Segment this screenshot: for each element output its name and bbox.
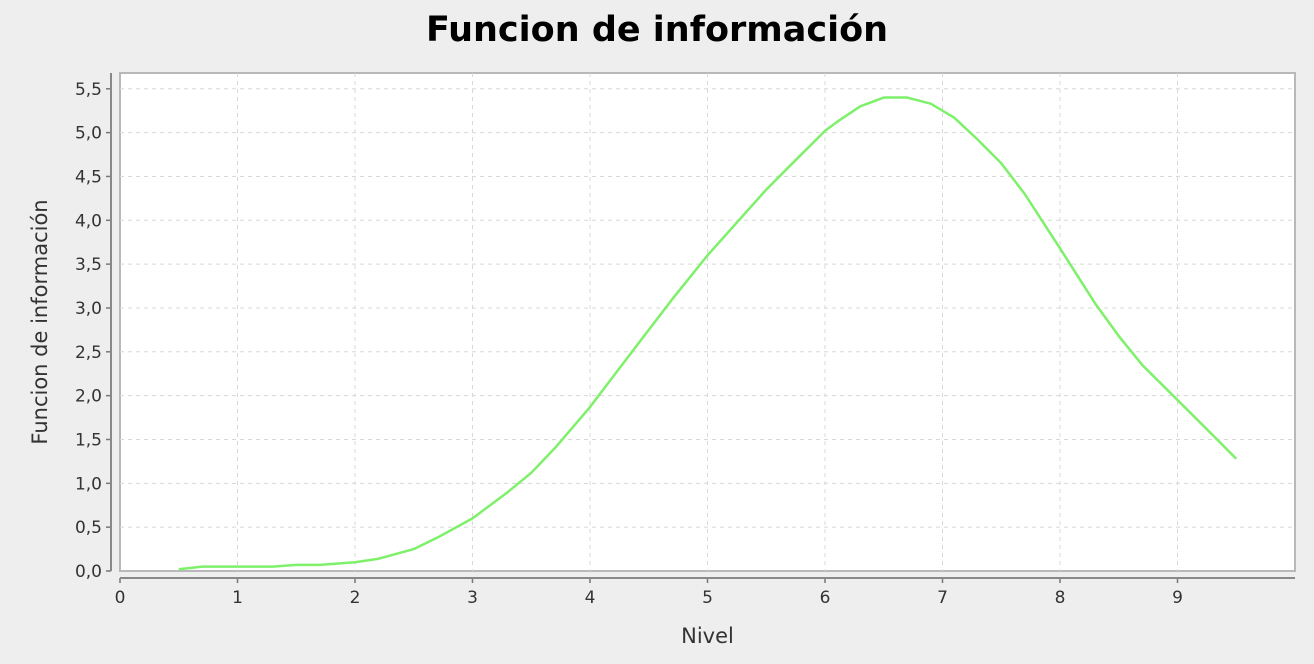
x-tick-label: 1 <box>232 588 243 608</box>
x-axis-label: Nivel <box>681 624 734 648</box>
y-tick-label: 2,5 <box>75 343 102 363</box>
y-tick-label: 2,0 <box>75 387 102 407</box>
y-axis-label: Funcion de información <box>28 199 52 444</box>
x-tick-label: 3 <box>467 588 478 608</box>
x-tick-label: 8 <box>1055 588 1066 608</box>
y-tick-label: 4,5 <box>75 167 102 187</box>
y-tick-label: 5,5 <box>75 80 102 100</box>
y-tick-label: 5,0 <box>75 124 102 144</box>
y-tick-label: 1,0 <box>75 474 102 494</box>
x-tick-label: 5 <box>702 588 713 608</box>
x-tick-label: 2 <box>350 588 361 608</box>
y-tick-label: 3,5 <box>75 255 102 275</box>
x-tick-label: 7 <box>937 588 948 608</box>
chart-title: Funcion de información <box>425 10 889 50</box>
x-tick-label: 0 <box>115 588 126 608</box>
x-tick-label: 6 <box>820 588 831 608</box>
y-tick-label: 0,5 <box>75 518 102 538</box>
y-tick-label: 1,5 <box>75 430 102 450</box>
x-tick-label: 9 <box>1172 588 1183 608</box>
x-tick-label: 4 <box>585 588 596 608</box>
y-tick-label: 0,0 <box>75 562 102 582</box>
y-tick-label: 4,0 <box>75 211 102 231</box>
y-tick-label: 3,0 <box>75 299 102 319</box>
